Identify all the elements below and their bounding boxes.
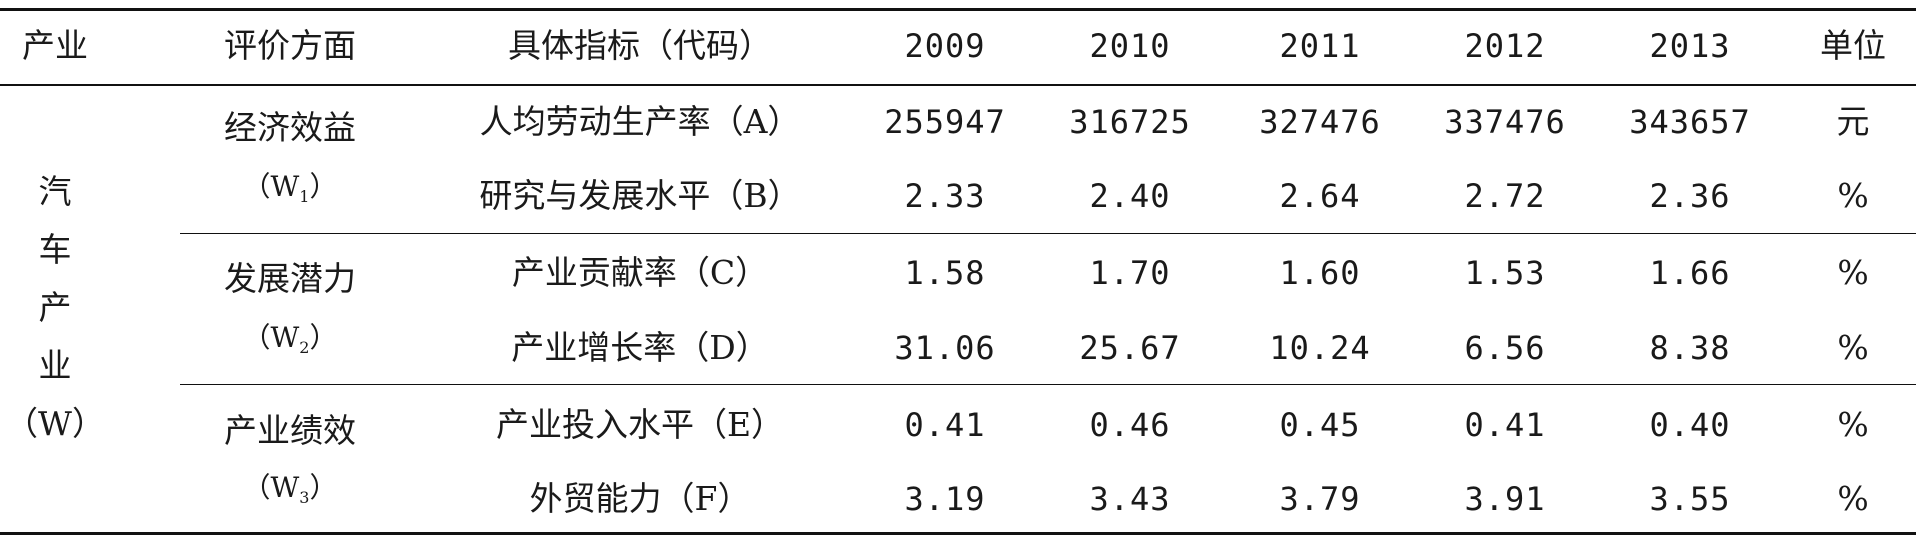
header-year: 2013 [1649,27,1731,65]
group-code: （W1） [242,170,338,206]
value-cell: 31.06 [894,329,996,367]
value-cell: 2.36 [1649,177,1731,215]
indicator-cell: 产业投入水平（E） [495,405,785,444]
value-cell: 1.58 [904,254,986,292]
unit-cell: 元 [1836,102,1870,141]
industry-char: （W） [5,404,105,443]
group-divider-2 [180,384,1916,385]
value-cell: 1.53 [1464,254,1546,292]
value-cell: 3.91 [1464,480,1546,518]
value-cell: 2.40 [1089,177,1171,215]
industry-char: 产 [38,288,72,327]
header-indicator: 具体指标（代码） [508,26,772,65]
value-cell: 3.43 [1089,480,1171,518]
indicator-cell: 外贸能力（F） [529,479,751,518]
industry-label: 汽 车 产 业 （W） [0,163,110,453]
group-code: （W2） [242,321,338,357]
indicator-cell: 产业贡献率（C） [511,253,769,292]
header-year: 2011 [1279,27,1361,65]
value-cell: 0.41 [1464,406,1546,444]
indicator-cell: 产业增长率（D） [511,328,769,367]
group-label: 发展潜力 [224,259,356,298]
unit-cell: % [1837,253,1869,292]
value-cell: 337476 [1444,103,1566,141]
value-cell: 1.60 [1279,254,1361,292]
value-cell: 3.19 [904,480,986,518]
value-cell: 343657 [1629,103,1751,141]
header-year: 2010 [1089,27,1171,65]
group-label: 产业绩效 [224,411,356,450]
industry-char: 业 [38,346,72,385]
value-cell: 0.45 [1279,406,1361,444]
unit-cell: % [1837,405,1869,444]
value-cell: 1.66 [1649,254,1731,292]
value-cell: 316725 [1069,103,1191,141]
unit-cell: % [1837,176,1869,215]
header-year: 2009 [904,27,986,65]
group-divider-1 [180,233,1916,234]
indicator-cell: 研究与发展水平（B） [479,176,801,215]
top-rule [0,8,1916,11]
value-cell: 2.64 [1279,177,1361,215]
value-cell: 0.46 [1089,406,1171,444]
header-year: 2012 [1464,27,1546,65]
header-industry: 产业 [22,26,88,65]
value-cell: 10.24 [1269,329,1371,367]
value-cell: 255947 [884,103,1006,141]
value-cell: 1.70 [1089,254,1171,292]
unit-cell: % [1837,328,1869,367]
group-code: （W3） [242,471,338,507]
value-cell: 2.72 [1464,177,1546,215]
header-rule [0,84,1916,86]
value-cell: 2.33 [904,177,986,215]
value-cell: 3.79 [1279,480,1361,518]
industry-char: 车 [38,230,72,269]
bottom-rule [0,532,1916,535]
indicator-cell: 人均劳动生产率（A） [479,102,801,141]
value-cell: 0.40 [1649,406,1731,444]
header-aspect: 评价方面 [224,26,356,65]
group-label: 经济效益 [224,108,356,147]
header-unit: 单位 [1820,26,1886,65]
industry-char: 汽 [38,172,72,211]
unit-cell: % [1837,479,1869,518]
value-cell: 6.56 [1464,329,1546,367]
value-cell: 3.55 [1649,480,1731,518]
value-cell: 8.38 [1649,329,1731,367]
value-cell: 0.41 [904,406,986,444]
value-cell: 25.67 [1079,329,1181,367]
value-cell: 327476 [1259,103,1381,141]
